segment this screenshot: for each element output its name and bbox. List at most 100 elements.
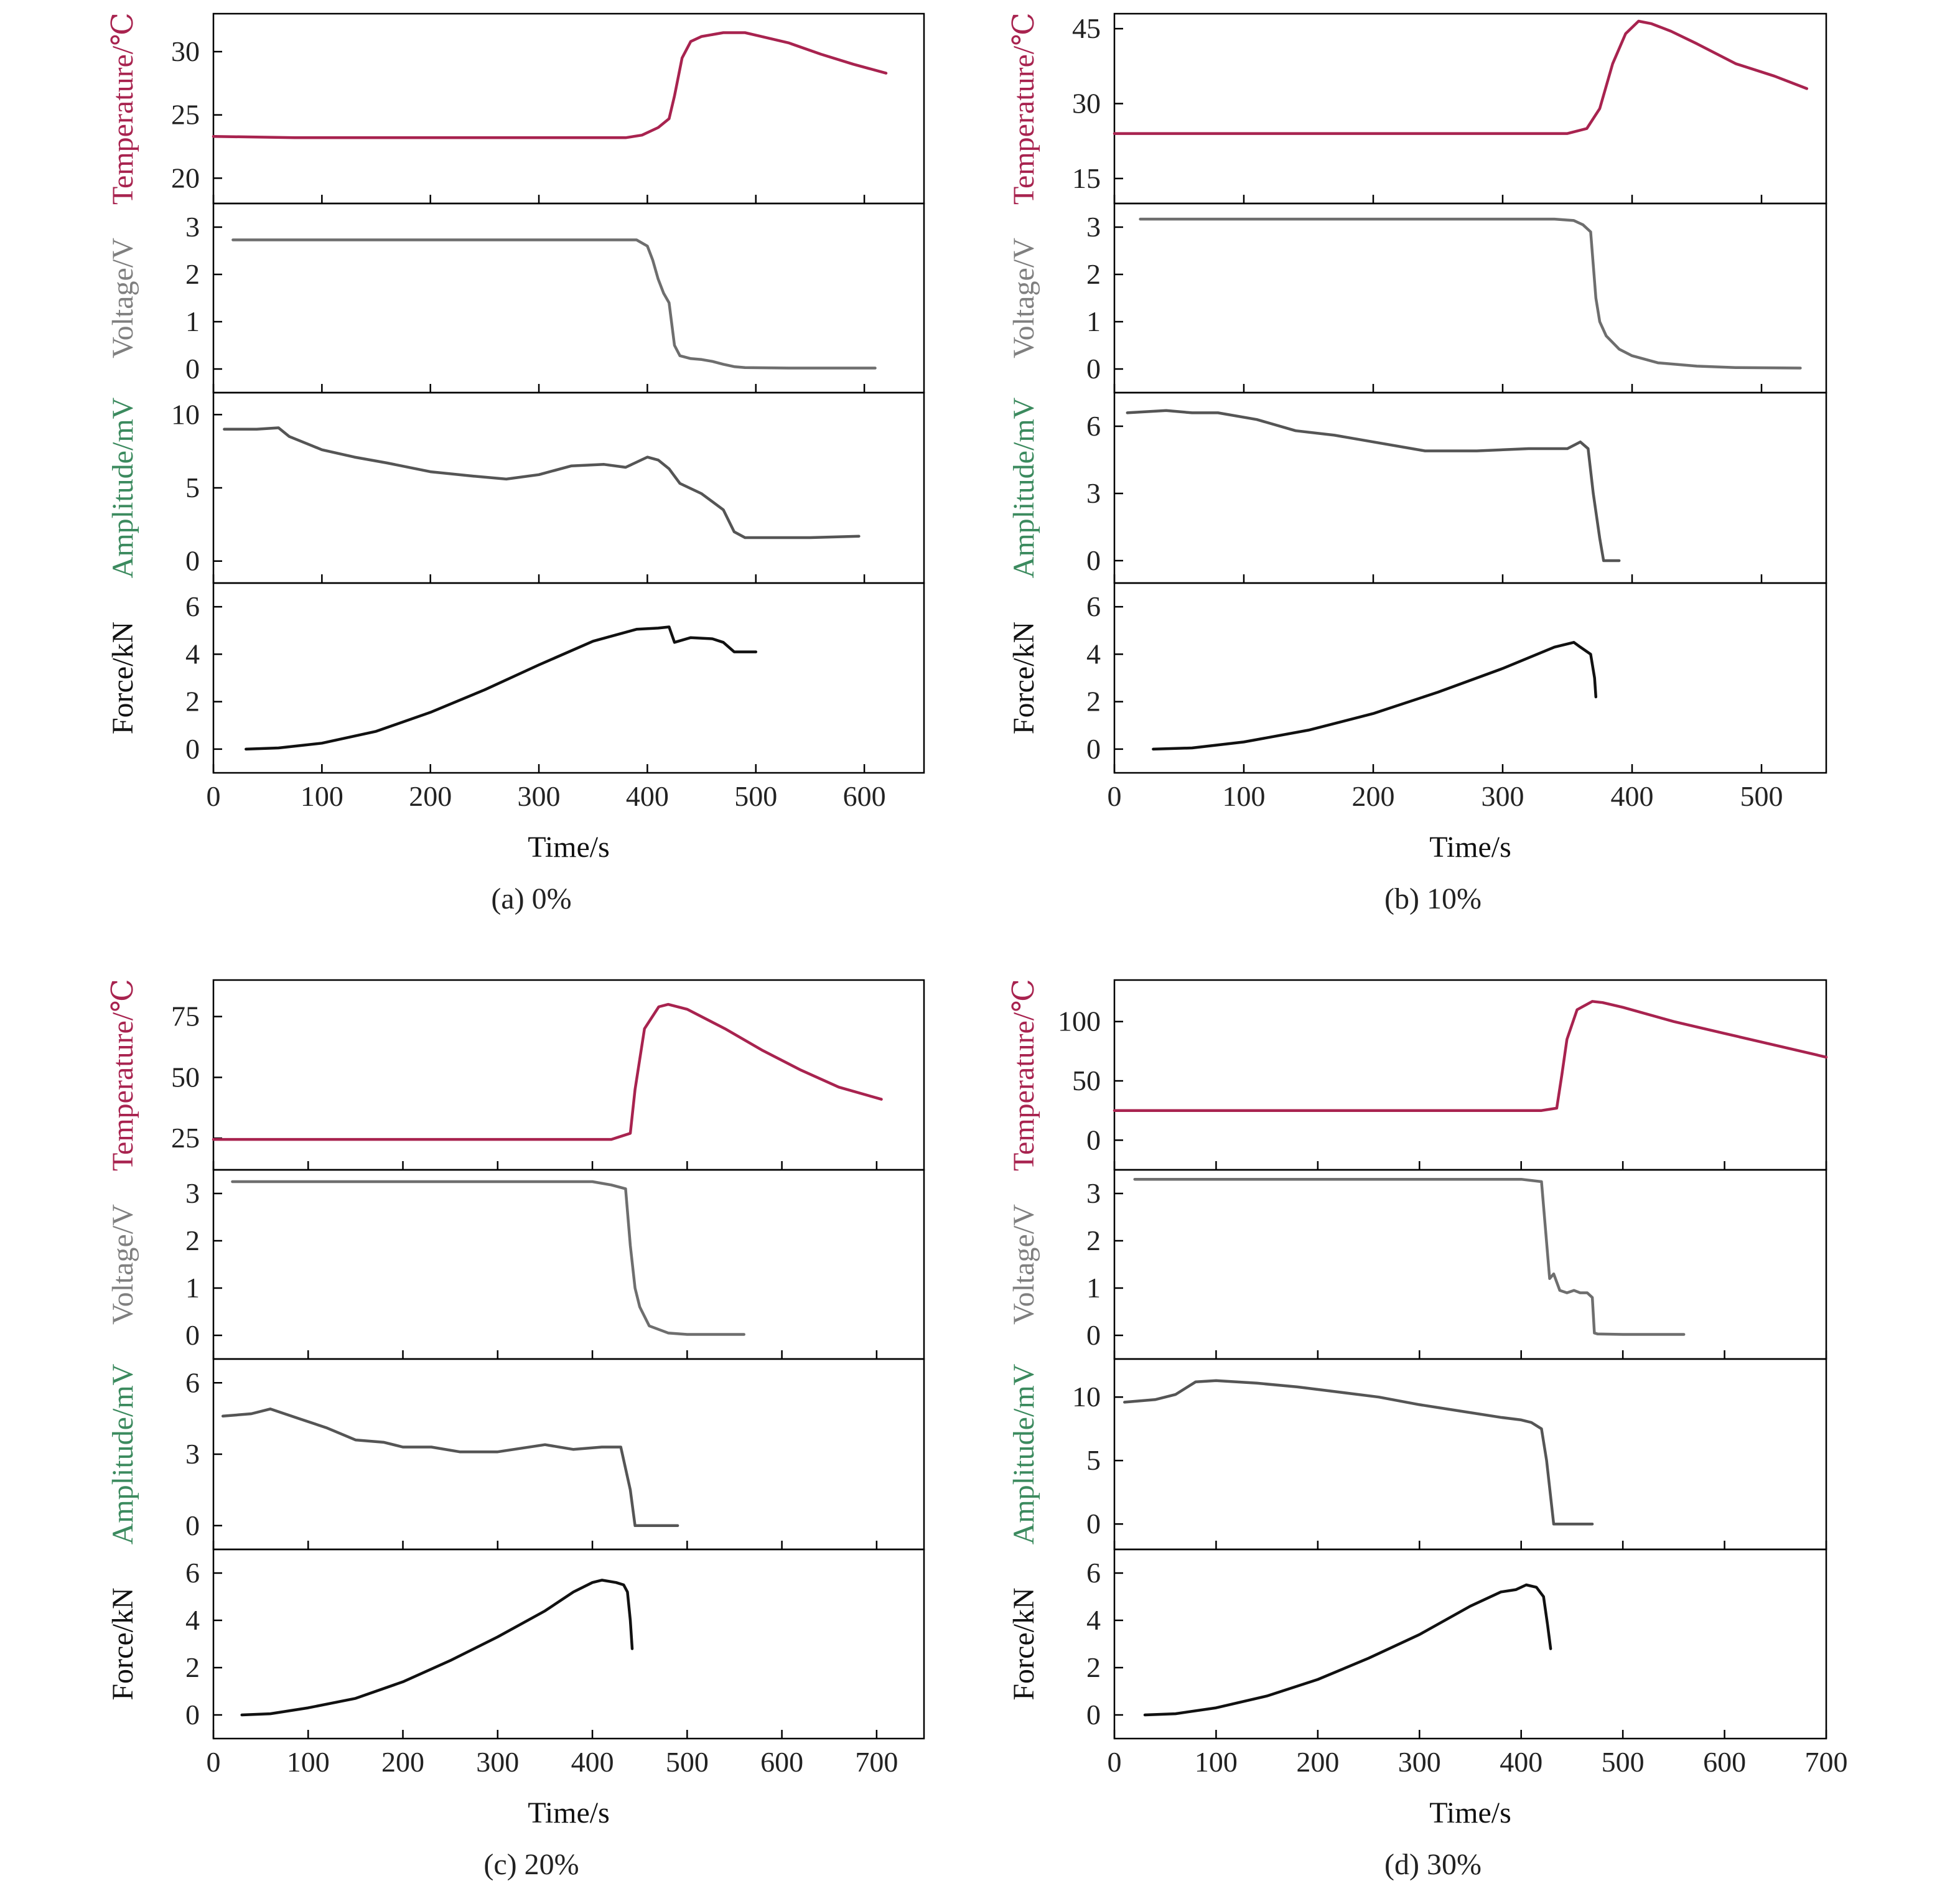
y-axis-label: Temperature/℃ [1007, 12, 1040, 205]
panel-amplitude: 0 5 10 Amplitude/mV [106, 391, 925, 584]
y-axis-label: Force/kN [106, 622, 139, 734]
panel-frame [212, 12, 925, 205]
panel-frame [212, 391, 925, 584]
x-tick-label: 400 [626, 780, 669, 812]
y-tick-label: 6 [185, 1366, 200, 1398]
x-tick-label: 300 [518, 780, 561, 812]
y-tick-label: 4 [1086, 638, 1101, 670]
panel-frame [1113, 1358, 1827, 1551]
subfigure-c: 25 50 75 Temperature/℃ 0 1 2 3 Voltage/V 0 3 6 Ampli… [106, 979, 925, 1881]
panel-frame [212, 582, 925, 774]
panel-force: 0 2 4 6 Force/kN [106, 1548, 925, 1740]
subfigure-b: 15 30 45 Temperature/℃ 0 1 2 3 Voltage/V 0 3 6 Ampli… [1007, 12, 1827, 915]
series-line [1126, 409, 1621, 563]
series-line [223, 426, 861, 539]
y-tick-label: 4 [185, 638, 200, 670]
y-axis-label: Amplitude/mV [106, 1363, 139, 1544]
series-line [1133, 1177, 1686, 1336]
y-tick-label: 1 [185, 306, 200, 337]
series-line [1113, 19, 1809, 135]
y-tick-label: 0 [1086, 353, 1101, 385]
series-line [245, 625, 758, 751]
panel-frame [212, 202, 925, 394]
subfigure-caption: (a) 0% [491, 882, 571, 915]
panel-frame [212, 1169, 925, 1360]
y-tick-label: 6 [1086, 591, 1101, 622]
y-tick-label: 6 [185, 1557, 200, 1589]
series-line [1143, 1583, 1552, 1717]
x-tick-label: 200 [1352, 780, 1395, 812]
x-tick-label: 500 [1602, 1746, 1645, 1778]
x-tick-label: 500 [1740, 780, 1783, 812]
y-tick-label: 30 [171, 35, 200, 67]
y-axis-label: Temperature/℃ [106, 12, 139, 205]
y-axis-label: Voltage/V [1007, 238, 1040, 358]
x-tick-label: 700 [1805, 1746, 1848, 1778]
panel-temperature: 25 50 75 Temperature/℃ [106, 979, 925, 1171]
y-axis-label: Amplitude/mV [106, 397, 139, 578]
y-tick-label: 0 [1086, 733, 1101, 765]
y-tick-label: 2 [1086, 1225, 1101, 1256]
y-tick-label: 2 [1086, 1651, 1101, 1683]
x-tick-label: 100 [1223, 780, 1266, 812]
y-tick-label: 75 [171, 1001, 200, 1032]
y-tick-label: 20 [171, 162, 200, 194]
series-line [1113, 1000, 1828, 1112]
series-line [221, 1408, 679, 1528]
y-axis-label: Temperature/℃ [1007, 979, 1040, 1171]
panel-frame [1113, 582, 1827, 774]
series-line [1123, 1379, 1594, 1526]
y-tick-label: 1 [1086, 1272, 1101, 1304]
panel-frame [1113, 1169, 1827, 1360]
x-tick-label: 600 [843, 780, 886, 812]
x-tick-label: 500 [734, 780, 777, 812]
y-axis-label: Temperature/℃ [106, 979, 139, 1171]
y-tick-label: 25 [171, 99, 200, 131]
x-tick-label: 200 [381, 1746, 424, 1778]
series-line [240, 1579, 634, 1717]
y-tick-label: 4 [1086, 1604, 1101, 1636]
y-tick-label: 6 [1086, 1557, 1101, 1589]
x-tick-label: 500 [666, 1746, 709, 1778]
y-tick-label: 0 [185, 1319, 200, 1351]
series-line [231, 1180, 745, 1336]
y-tick-label: 3 [185, 1177, 200, 1209]
panel-force: 0 2 4 6 Force/kN [106, 582, 925, 774]
y-tick-label: 0 [185, 1510, 200, 1541]
x-tick-label: 100 [1195, 1746, 1238, 1778]
x-tick-label: 100 [301, 780, 343, 812]
y-tick-label: 6 [185, 591, 200, 622]
y-tick-label: 0 [185, 1699, 200, 1730]
y-tick-label: 100 [1058, 1006, 1101, 1037]
y-tick-label: 50 [171, 1061, 200, 1093]
y-axis-label: Amplitude/mV [1007, 397, 1040, 578]
y-tick-label: 5 [1086, 1444, 1101, 1476]
x-tick-label: 0 [207, 780, 221, 812]
panel-voltage: 0 1 2 3 Voltage/V [1007, 202, 1827, 394]
x-tick-label: 200 [409, 780, 452, 812]
series-line [1152, 641, 1598, 751]
y-axis-label: Force/kN [1007, 622, 1040, 734]
y-tick-label: 3 [1086, 211, 1101, 243]
panel-frame [212, 979, 925, 1171]
y-tick-label: 15 [1072, 162, 1101, 194]
y-tick-label: 0 [185, 545, 200, 577]
y-tick-label: 0 [1086, 1699, 1101, 1730]
x-tick-label: 300 [476, 1746, 519, 1778]
x-tick-label: 200 [1296, 1746, 1339, 1778]
x-tick-label: 0 [1108, 780, 1122, 812]
y-tick-label: 30 [1072, 87, 1101, 119]
x-axis-label: Time/s [528, 831, 610, 864]
panel-frame [1113, 1548, 1827, 1740]
panel-amplitude: 0 3 6 Amplitude/mV [1007, 391, 1827, 584]
y-axis-label: Voltage/V [106, 238, 139, 358]
panel-frame [1113, 979, 1827, 1171]
panel-force: 0 2 4 6 Force/kN [1007, 1548, 1827, 1740]
panel-temperature: 0 50 100 Temperature/℃ [1007, 979, 1828, 1171]
panel-frame [1113, 12, 1827, 205]
x-axis-label: Time/s [528, 1796, 610, 1829]
y-tick-label: 6 [1086, 410, 1101, 442]
series-line [1139, 217, 1802, 370]
series-line [231, 238, 877, 370]
